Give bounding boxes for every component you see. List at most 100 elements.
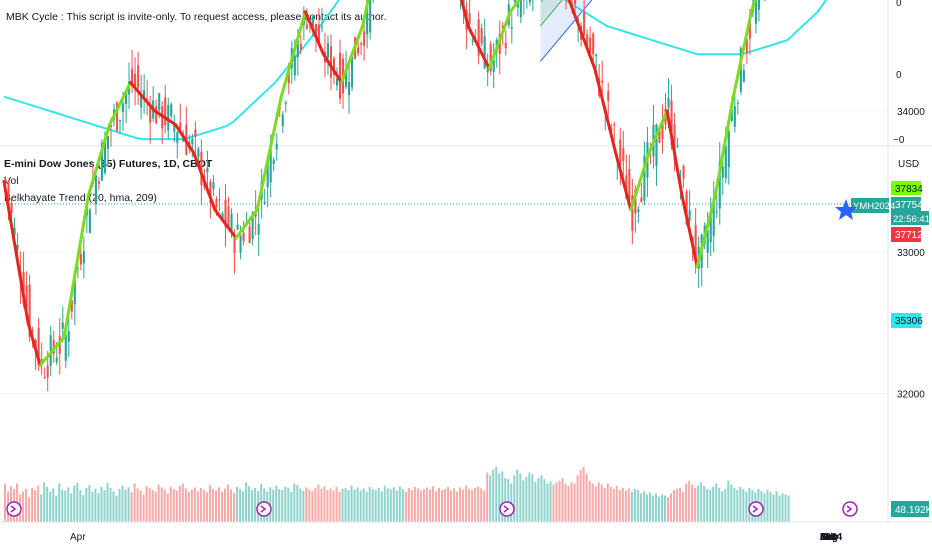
candle-body (335, 78, 339, 86)
currency-label[interactable]: USD (898, 159, 919, 170)
trend-segment (104, 123, 111, 137)
candle-body (745, 39, 748, 54)
volume-bar (727, 480, 730, 522)
candle-body (109, 124, 113, 128)
candle-body (182, 138, 185, 142)
volume-bar (453, 488, 456, 522)
star-icon[interactable] (835, 199, 857, 220)
candle-body (263, 201, 266, 204)
candle-body (134, 73, 137, 87)
volume-bar (736, 490, 739, 522)
volume-bar (739, 486, 742, 522)
belkhayate-indicator-label[interactable]: Belkhayate Trend (20, hma, 209) (4, 192, 157, 204)
volume-bar (477, 486, 480, 522)
event-arrow-icon (752, 505, 759, 513)
volume-bar (371, 489, 374, 522)
volume-bar (308, 489, 311, 522)
volume-bar (645, 494, 648, 522)
trend-segment (17, 268, 24, 290)
candle-body (61, 322, 64, 329)
volume-bar (733, 487, 736, 522)
x-tick-label: Nov (820, 532, 838, 543)
candle-body (667, 97, 670, 108)
candle-body (676, 145, 679, 147)
x-tick-label: Sep (820, 532, 838, 543)
trend-segment (273, 109, 280, 127)
volume-bar (724, 489, 727, 522)
trend-segment (288, 52, 295, 67)
trend-segment (749, 0, 756, 14)
volume-bar (329, 488, 332, 522)
trend-segment (460, 0, 467, 16)
volume-bar (459, 487, 462, 522)
volume-bar (97, 492, 100, 522)
top-axis-tick: 0 (896, 0, 902, 9)
candle-body (137, 65, 140, 88)
candle-body (106, 135, 110, 149)
volume-bar (166, 493, 169, 522)
candle-body (100, 142, 103, 181)
candle-body (88, 209, 91, 233)
volume-bar (242, 491, 245, 522)
candle-body (748, 21, 751, 39)
candle-body (233, 236, 236, 254)
candle-body (76, 268, 79, 270)
volume-bar (651, 495, 654, 522)
volume-bar (778, 495, 781, 522)
candle-body (296, 38, 299, 58)
candle-body (140, 95, 143, 108)
candle-body (257, 223, 260, 235)
volume-bar (673, 490, 676, 522)
x-tick-label: Oct (820, 532, 836, 543)
price-tags: USD 37834 37754 YMH2024 22:56:41 37712 3… (851, 159, 932, 517)
candle-body (16, 244, 19, 250)
candle-body (483, 36, 486, 68)
symbol-tag: YMH2024 (853, 201, 895, 212)
last-price-tag: 37754 (895, 200, 923, 211)
volume-bar (34, 490, 37, 522)
candle-body (360, 43, 363, 45)
top-pane: 0 0 −0 (0, 0, 932, 147)
trend-segment (677, 177, 684, 198)
x-tick-label: 2024 (820, 532, 843, 543)
event-markers[interactable] (6, 501, 858, 517)
top-pane-title: MBK Cycle : This script is invite-only. … (6, 11, 387, 23)
volume-bar (205, 492, 208, 522)
candle-body (715, 211, 718, 213)
volume-bar (588, 480, 591, 522)
volume-bar (769, 492, 772, 522)
channel-inner-fill (540, 0, 563, 26)
volume-bar (688, 480, 691, 522)
volume-bar (386, 488, 389, 522)
trend-segment (89, 173, 96, 188)
trend-segment (713, 177, 720, 198)
volume-bar (468, 489, 471, 522)
candle-body (468, 13, 471, 24)
symbol-tag-bg (851, 198, 889, 213)
candle-body (97, 181, 100, 184)
volume-bar (546, 483, 549, 522)
volume-bar (347, 490, 350, 522)
volume-bar (344, 487, 347, 522)
volume-bar (368, 486, 371, 522)
volume-bar (311, 491, 314, 522)
candle-body (332, 58, 336, 75)
candle-body (79, 253, 82, 265)
candle-body (155, 106, 158, 124)
volume-bar (706, 489, 709, 522)
candle-body (510, 27, 513, 29)
star-marker[interactable] (835, 199, 857, 220)
volume-bar (685, 483, 688, 522)
volume-bar (471, 490, 474, 522)
volume-bar (254, 487, 257, 522)
volume-bar (58, 483, 61, 522)
volume-bar (272, 489, 275, 522)
volume-bar (302, 490, 305, 522)
candle-body (622, 148, 625, 161)
candle-body (10, 202, 13, 214)
volume-bar (591, 483, 594, 522)
volume-bar (148, 487, 151, 522)
trend-line (2, 0, 757, 367)
trend-segment (255, 194, 262, 212)
